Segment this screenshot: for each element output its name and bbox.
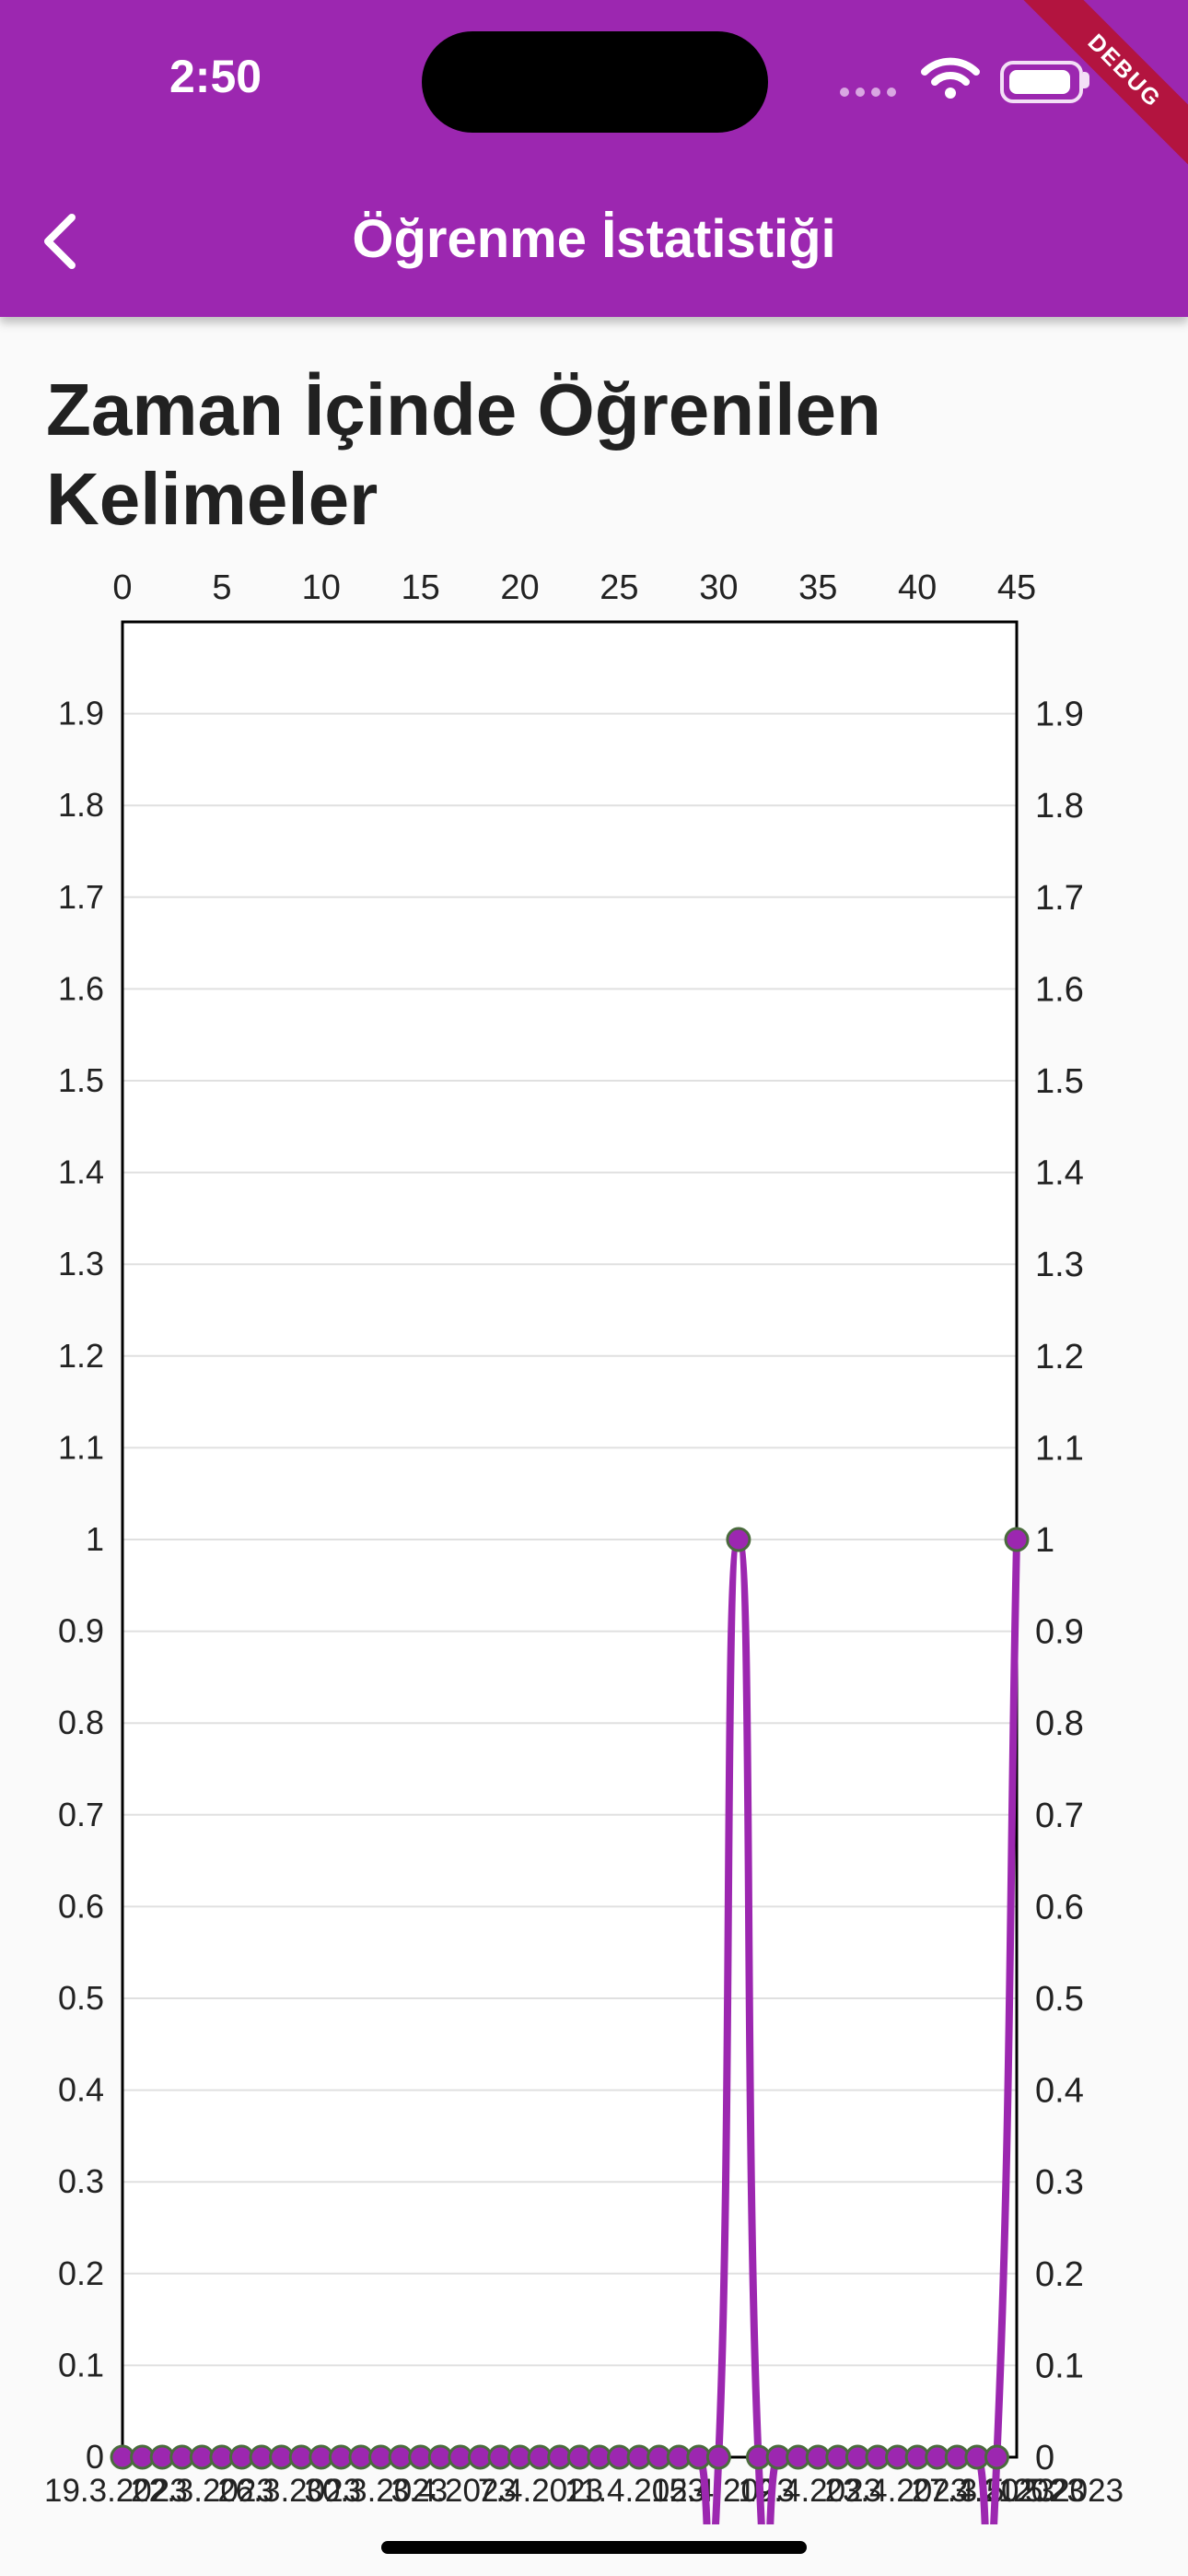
x-tick-label-bottom: 19.3.2023	[44, 2473, 188, 2509]
y-tick-label-left: 1.4	[58, 1153, 104, 1191]
line-chart: 0 0 0.1 0.1 0.2 0.2 0.3 0.3 0.4 0.4 0.5 0.5 0.6 0.6 0.…	[44, 568, 1124, 2524]
x-tick-label-top: 35	[798, 568, 837, 607]
data-point	[726, 1527, 751, 1552]
x-tick-label-top: 45	[997, 568, 1036, 607]
dynamic-island	[422, 31, 768, 133]
y-tick-label-left: 0.4	[58, 2071, 104, 2109]
data-point	[1004, 1527, 1030, 1552]
x-tick-label-bottom: 1.5.2023	[998, 2473, 1124, 2509]
x-tick-label-bottom: 23.4.2023	[825, 2473, 969, 2509]
home-indicator[interactable]	[381, 2541, 807, 2554]
y-tick-label-left: 0.6	[58, 1887, 104, 1925]
y-tick-label-right: 1.2	[1035, 1338, 1084, 1376]
y-tick-label-right: 0.2	[1035, 2255, 1084, 2294]
y-tick-label-left: 1.5	[58, 1061, 104, 1099]
y-tick-label-left: 0.5	[58, 1979, 104, 2017]
y-tick-label-left: 1.8	[58, 786, 104, 824]
y-tick-label-right: 1	[1035, 1521, 1054, 1560]
x-tick-label-top: 40	[898, 568, 937, 607]
x-tick-label-top: 20	[500, 568, 539, 607]
data-point	[984, 2444, 1009, 2470]
y-tick-label-left: 0.9	[58, 1612, 104, 1650]
y-tick-label-left: 0.8	[58, 1704, 104, 1741]
y-tick-label-right: 0.5	[1035, 1980, 1084, 2019]
wifi-icon	[921, 57, 980, 99]
y-tick-label-left: 1.6	[58, 969, 104, 1007]
y-tick-label-left: 0.3	[58, 2162, 104, 2200]
y-tick-label-right: 0.9	[1035, 1613, 1084, 1652]
y-tick-label-right: 1.6	[1035, 970, 1084, 1009]
x-tick-label-bottom: 30.3.2023	[305, 2473, 448, 2509]
data-point	[705, 2444, 731, 2470]
battery-tip	[1083, 72, 1089, 88]
y-tick-label-left: 0.7	[58, 1796, 104, 1833]
y-tick-label-left: 1.7	[58, 878, 104, 916]
app-bar-title: Öğrenme İstatistiği	[352, 209, 836, 269]
y-tick-label-left: 0	[86, 2438, 104, 2476]
y-tick-label-right: 1.1	[1035, 1429, 1084, 1468]
y-tick-label-left: 1.3	[58, 1245, 104, 1282]
x-tick-label-bottom: 3.4.2023	[391, 2473, 517, 2509]
cellular-signal-icon	[840, 85, 903, 101]
x-tick-label-bottom: 7.4.2023	[478, 2473, 603, 2509]
x-tick-label-top: 10	[302, 568, 341, 607]
y-tick-label-right: 1.7	[1035, 879, 1084, 918]
chevron-left-icon[interactable]	[35, 208, 90, 275]
x-tick-label-bottom: 22.3.2023	[131, 2473, 274, 2509]
y-tick-label-right: 1.8	[1035, 787, 1084, 825]
page-title: Zaman İçinde Öğrenilen Kelimeler	[46, 369, 881, 540]
y-tick-label-right: 0.7	[1035, 1797, 1084, 1835]
y-tick-label-right: 1.4	[1035, 1154, 1084, 1193]
y-tick-label-right: 0.3	[1035, 2163, 1084, 2202]
y-tick-label-left: 0.1	[58, 2346, 104, 2383]
y-tick-label-right: 1.3	[1035, 1246, 1084, 1284]
app-bar: 2:50 Öğrenme İstatistiği DEBUG	[0, 0, 1188, 317]
y-tick-label-left: 0.2	[58, 2254, 104, 2292]
y-tick-label-left: 1.9	[58, 695, 104, 732]
x-tick-label-bottom: 26.3.2023	[217, 2473, 361, 2509]
x-tick-label-top: 5	[212, 568, 231, 607]
status-time: 2:50	[169, 51, 262, 102]
battery-icon	[1000, 61, 1083, 103]
y-tick-label-right: 0.8	[1035, 1704, 1084, 1743]
x-tick-label-bottom: 11.4.2023	[565, 2473, 705, 2509]
x-tick-label-top: 25	[600, 568, 638, 607]
x-tick-label-top: 15	[402, 568, 440, 607]
y-tick-label-right: 0.1	[1035, 2347, 1084, 2385]
x-tick-label-top: 0	[112, 568, 132, 607]
y-tick-label-right: 1.9	[1035, 696, 1084, 734]
y-tick-label-left: 1.1	[58, 1428, 104, 1466]
y-tick-label-right: 0.6	[1035, 1888, 1084, 1926]
y-tick-label-right: 1.5	[1035, 1062, 1084, 1101]
x-tick-label-top: 30	[699, 568, 738, 607]
y-tick-label-right: 0	[1035, 2439, 1054, 2477]
x-tick-label-bottom: 3.5.2023	[960, 2473, 1085, 2509]
y-tick-label-left: 1	[86, 1520, 104, 1558]
y-tick-label-left: 1.2	[58, 1337, 104, 1375]
y-tick-label-right: 0.4	[1035, 2072, 1084, 2111]
